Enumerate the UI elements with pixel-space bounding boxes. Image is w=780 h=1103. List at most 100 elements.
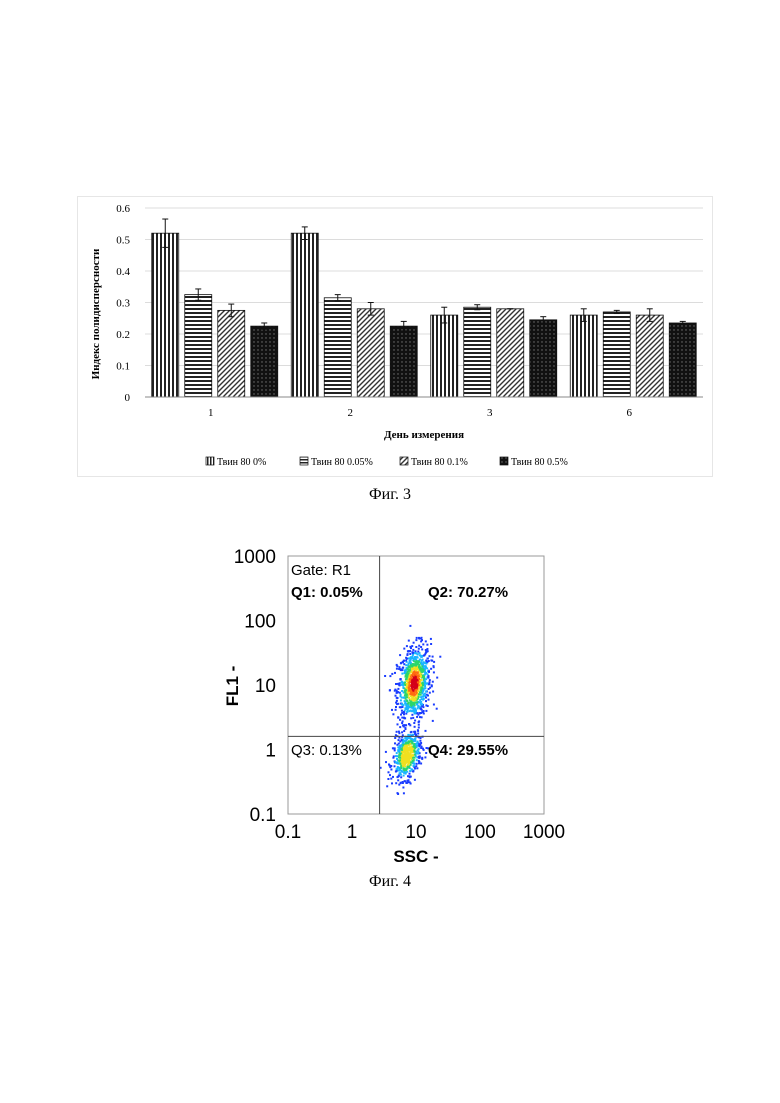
density-point (415, 765, 417, 767)
density-point (405, 660, 407, 662)
density-point (417, 681, 419, 683)
density-point (411, 651, 413, 653)
density-point (406, 680, 408, 682)
density-point (419, 683, 421, 685)
density-point (392, 776, 394, 778)
density-point (429, 681, 431, 683)
density-point (396, 697, 398, 699)
quadrant-q2-label: Q2: 70.27% (428, 584, 508, 601)
density-point (417, 741, 419, 743)
density-point (388, 771, 390, 773)
density-point (415, 650, 417, 652)
density-point (433, 704, 435, 706)
density-point (417, 671, 419, 673)
density-point (412, 734, 414, 736)
density-point (410, 764, 412, 766)
density-point (403, 660, 405, 662)
density-point (418, 648, 420, 650)
density-point (399, 757, 401, 759)
density-point (403, 704, 405, 706)
density-point (416, 704, 418, 706)
density-point (428, 699, 430, 701)
density-point (432, 691, 434, 693)
density-point (406, 753, 408, 755)
density-point (406, 761, 408, 763)
density-point (401, 669, 403, 671)
density-point (394, 742, 396, 744)
density-point (399, 772, 401, 774)
density-point (406, 746, 408, 748)
density-point (420, 737, 422, 739)
density-point (411, 701, 413, 703)
density-point (415, 668, 417, 670)
density-point (397, 683, 399, 685)
density-point (414, 763, 416, 765)
density-point (412, 693, 414, 695)
density-point (430, 643, 432, 645)
density-point (401, 710, 403, 712)
density-point (425, 690, 427, 692)
density-point (397, 688, 399, 690)
density-point (406, 683, 408, 685)
density-point (410, 734, 412, 736)
density-point (413, 739, 415, 741)
density-point (421, 687, 423, 689)
density-point (410, 656, 412, 658)
density-point (398, 731, 400, 733)
density-point (419, 691, 421, 693)
density-point (406, 782, 408, 784)
density-point (420, 763, 422, 765)
density-point (414, 747, 416, 749)
density-point (414, 731, 416, 733)
density-point (425, 652, 427, 654)
y-tick-label: 1 (265, 741, 276, 762)
density-point (402, 685, 404, 687)
density-point (399, 692, 401, 694)
density-point (417, 676, 419, 678)
density-point (408, 640, 410, 642)
density-point (425, 700, 427, 702)
density-point (416, 763, 418, 765)
density-point (418, 721, 420, 723)
density-point (416, 745, 418, 747)
density-point (422, 748, 424, 750)
density-point (406, 645, 408, 647)
density-point (422, 711, 424, 713)
density-point (422, 706, 424, 708)
density-point (409, 681, 411, 683)
x-tick-label: 1000 (523, 822, 565, 843)
density-point (385, 751, 387, 753)
density-point (424, 674, 426, 676)
x-tick-label: 100 (464, 822, 496, 843)
density-point (417, 657, 419, 659)
density-point (408, 723, 410, 725)
density-point (422, 696, 424, 698)
density-point (398, 769, 400, 771)
density-point (395, 702, 397, 704)
density-point (410, 731, 412, 733)
density-point (395, 709, 397, 711)
density-point (386, 785, 388, 787)
density-point (407, 759, 409, 761)
density-point (415, 698, 417, 700)
density-point (415, 709, 417, 711)
density-point (405, 664, 407, 666)
density-point (414, 754, 416, 756)
density-point (416, 674, 418, 676)
quadrant-q3-label: Q3: 0.13% (291, 742, 362, 759)
density-point (407, 709, 409, 711)
density-point (431, 660, 433, 662)
density-point (400, 694, 402, 696)
density-point (413, 765, 415, 767)
x-tick-label: 10 (405, 822, 426, 843)
density-point (408, 670, 410, 672)
density-point (399, 759, 401, 761)
density-point (429, 692, 431, 694)
density-point (414, 685, 416, 687)
density-point (421, 663, 423, 665)
density-point (397, 750, 399, 752)
density-point (407, 742, 409, 744)
density-point (403, 717, 405, 719)
density-point (416, 660, 418, 662)
